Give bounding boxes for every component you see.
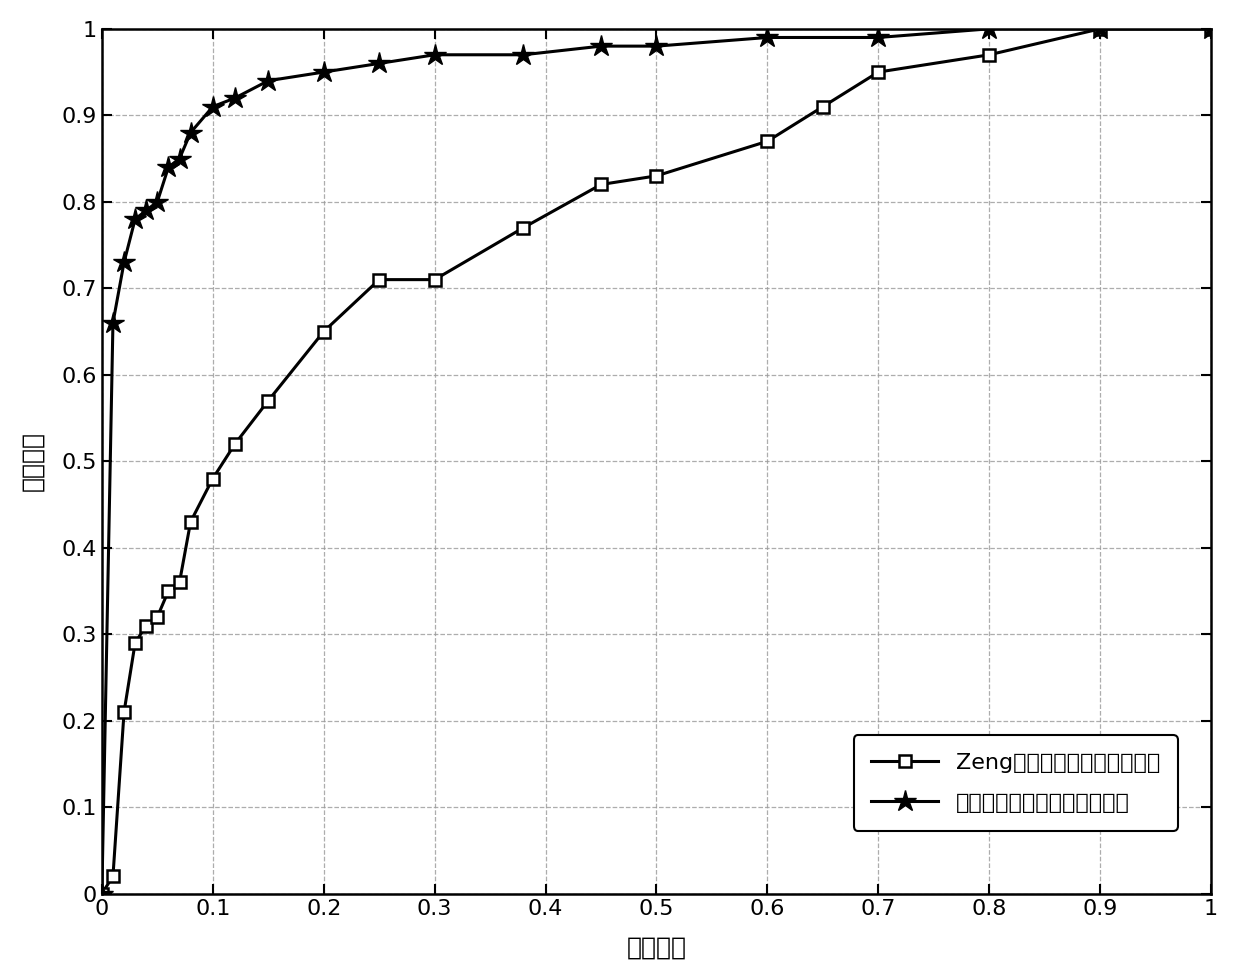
X-axis label: 虚警概率: 虚警概率 xyxy=(627,935,686,959)
Legend: Zeng等人提出的频谱感知方法, 本发明所提出的频谱感知方法: Zeng等人提出的频谱感知方法, 本发明所提出的频谱感知方法 xyxy=(854,735,1178,831)
Y-axis label: 检测概率: 检测概率 xyxy=(21,431,45,491)
